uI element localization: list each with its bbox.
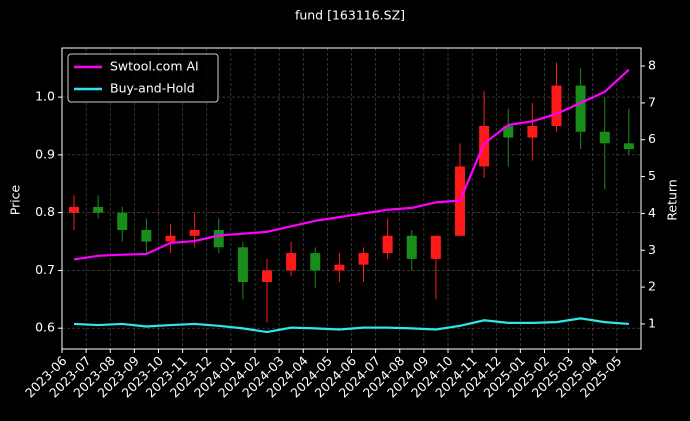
legend-label: Swtool.com AI [110,59,199,74]
series-line [73,317,629,334]
y-axis-label: Price [8,184,23,215]
y2-tick-label: 6 [648,131,656,146]
y2-tick-label: 1 [648,315,656,330]
candle-body [623,143,634,150]
candle-body [213,229,224,248]
y2-tick-label: 8 [648,58,656,73]
candle-body [93,206,104,213]
y-tick-label: 0.9 [35,146,55,161]
candle-body [382,235,393,254]
y2-tick-label: 2 [648,279,656,294]
candle-body [334,264,345,271]
candle-body [286,253,297,271]
y2-tick-label: 4 [648,205,656,220]
candle-body [551,85,562,126]
candle-body [406,235,417,259]
candle-body [165,235,176,242]
y-tick-label: 1.0 [35,89,55,104]
candle-body [237,247,248,282]
candle-body [358,253,369,265]
y2-axis-label: Return [665,179,680,220]
y-tick-label: 0.6 [35,320,55,335]
y2-tick-label: 3 [648,242,656,257]
candle-body [310,253,321,271]
candle-body [430,235,441,259]
y2-tick-label: 7 [648,94,656,109]
candle-body [69,206,79,213]
y2-tick-label: 5 [648,168,656,183]
candle-body [262,270,272,282]
candle-body [141,229,152,242]
legend-label: Buy-and-Hold [110,81,195,96]
plot-frame [61,47,642,350]
candle-body [189,229,200,236]
candle-body [117,212,128,230]
y-tick-label: 0.7 [35,262,55,277]
series-line [73,68,630,261]
y-tick-label: 0.8 [35,204,55,219]
candle-body [527,125,538,138]
candle-body [575,85,586,132]
candle-body [599,131,610,144]
legend-box [67,53,219,103]
chart-title: fund [163116.SZ] [295,8,405,23]
candle-body [503,125,514,138]
